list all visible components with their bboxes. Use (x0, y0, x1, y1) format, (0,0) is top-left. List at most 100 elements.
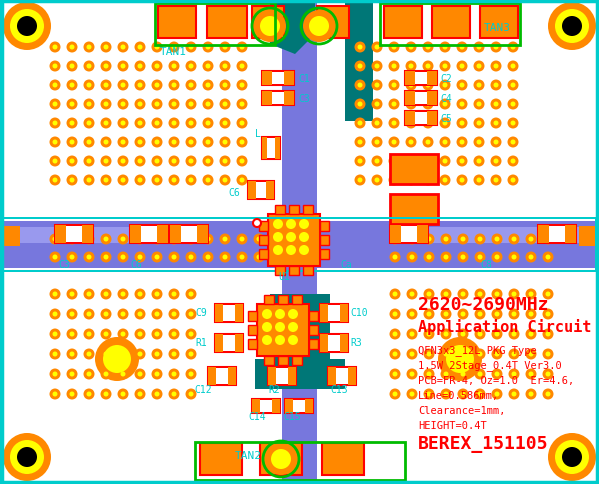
Circle shape (53, 332, 58, 337)
Circle shape (426, 255, 431, 260)
Circle shape (288, 322, 298, 333)
Bar (538, 226, 549, 243)
Circle shape (101, 118, 111, 129)
Bar (405, 92, 437, 106)
Circle shape (117, 156, 129, 167)
Circle shape (120, 140, 126, 145)
Bar (395, 227, 595, 243)
Bar (81, 226, 93, 243)
Bar (262, 138, 267, 160)
Circle shape (120, 159, 126, 164)
Bar (196, 226, 208, 243)
Bar (428, 112, 437, 126)
Circle shape (543, 389, 553, 400)
Circle shape (273, 245, 283, 256)
Circle shape (202, 175, 213, 186)
Circle shape (69, 292, 74, 297)
Circle shape (240, 159, 244, 164)
Circle shape (374, 159, 380, 164)
Circle shape (474, 289, 486, 300)
Circle shape (237, 234, 247, 245)
Circle shape (528, 292, 534, 297)
Circle shape (459, 64, 464, 69)
Circle shape (10, 440, 44, 474)
Circle shape (440, 289, 452, 300)
Circle shape (135, 309, 146, 320)
Circle shape (407, 234, 418, 245)
Bar (215, 334, 243, 352)
Circle shape (138, 392, 143, 397)
Circle shape (138, 83, 143, 88)
Circle shape (66, 175, 77, 186)
Bar (264, 295, 274, 304)
Circle shape (286, 245, 296, 256)
Circle shape (477, 332, 483, 337)
Circle shape (440, 389, 452, 400)
Bar (215, 304, 243, 322)
Circle shape (186, 80, 196, 91)
Circle shape (104, 140, 108, 145)
Circle shape (528, 312, 534, 317)
Circle shape (168, 118, 180, 129)
Circle shape (495, 332, 500, 337)
Circle shape (410, 255, 415, 260)
Circle shape (135, 175, 146, 186)
Circle shape (392, 332, 398, 337)
Circle shape (492, 329, 503, 340)
Text: Application Circuit: Application Circuit (418, 318, 591, 334)
Circle shape (3, 433, 51, 481)
Circle shape (117, 61, 129, 72)
Bar (432, 7, 470, 39)
Circle shape (392, 237, 398, 242)
Circle shape (120, 237, 126, 242)
Circle shape (205, 159, 210, 164)
Circle shape (512, 292, 516, 297)
Circle shape (288, 309, 298, 319)
Circle shape (406, 99, 416, 110)
Circle shape (374, 45, 380, 50)
Circle shape (135, 80, 146, 91)
Bar (275, 206, 285, 214)
Circle shape (461, 352, 465, 357)
Circle shape (473, 118, 485, 129)
Circle shape (186, 118, 196, 129)
Circle shape (69, 237, 74, 242)
Circle shape (69, 178, 74, 183)
Circle shape (120, 332, 126, 337)
Circle shape (205, 45, 210, 50)
Circle shape (120, 121, 126, 126)
Bar (303, 206, 313, 214)
Circle shape (138, 159, 143, 164)
Bar (268, 214, 320, 267)
Circle shape (392, 392, 398, 397)
Circle shape (117, 289, 129, 300)
Circle shape (509, 234, 519, 245)
Circle shape (202, 156, 213, 167)
Circle shape (492, 309, 503, 320)
Circle shape (543, 369, 553, 380)
Bar (428, 72, 437, 86)
Text: C9: C9 (195, 307, 207, 318)
Circle shape (135, 349, 146, 360)
Circle shape (476, 83, 482, 88)
Circle shape (83, 137, 95, 148)
Circle shape (186, 329, 196, 340)
Bar (292, 356, 302, 365)
Circle shape (389, 329, 401, 340)
Circle shape (117, 369, 129, 380)
Text: R3: R3 (350, 337, 362, 348)
Circle shape (189, 83, 193, 88)
Circle shape (101, 137, 111, 148)
Circle shape (50, 99, 60, 110)
Circle shape (103, 345, 131, 373)
Circle shape (186, 61, 196, 72)
Circle shape (237, 80, 247, 91)
Bar (2, 217, 597, 220)
Circle shape (135, 99, 146, 110)
Circle shape (491, 118, 501, 129)
Circle shape (219, 80, 231, 91)
Bar (255, 359, 345, 389)
Circle shape (389, 309, 401, 320)
Circle shape (120, 372, 126, 377)
Circle shape (423, 309, 434, 320)
